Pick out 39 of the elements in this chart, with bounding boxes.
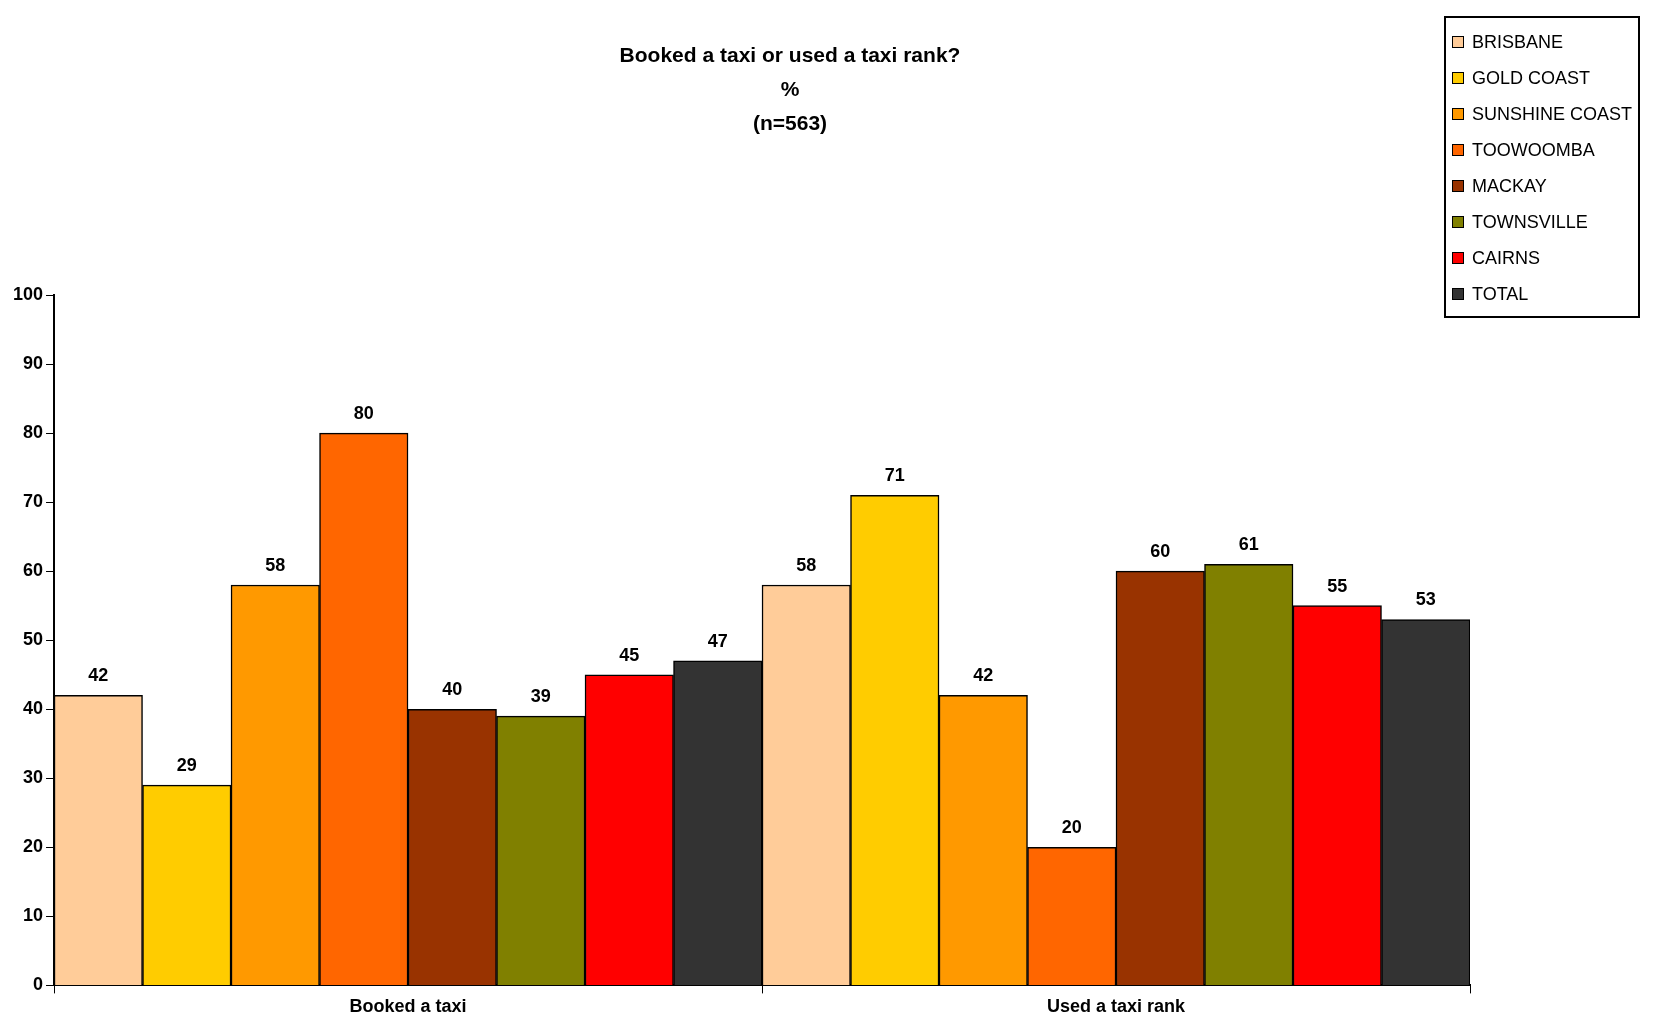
data-label: 53 (1415, 589, 1436, 610)
data-label: 80 (353, 403, 374, 424)
y-tick-label: 30 (23, 767, 44, 788)
data-label: 58 (796, 554, 817, 575)
y-tick-label: 100 (12, 283, 44, 304)
legend-label: SUNSHINE COAST (1471, 103, 1632, 125)
y-tick-label: 60 (23, 560, 44, 581)
legend-label: MACKAY (1471, 175, 1547, 197)
x-tick-label: Booked a taxi (349, 996, 467, 1017)
y-tick-label: 0 (33, 974, 44, 995)
y-tick-label: 90 (23, 353, 44, 374)
data-label: 61 (1238, 534, 1259, 555)
y-tick-label: 80 (23, 422, 44, 443)
y-tick-label: 40 (23, 698, 44, 719)
chart-subtitle: % (n=563) (752, 77, 828, 134)
y-tick-label: 70 (23, 491, 44, 512)
data-label: 42 (973, 665, 994, 686)
data-label: 60 (1150, 541, 1171, 562)
data-label: 40 (442, 679, 463, 700)
legend-label: CAIRNS (1471, 247, 1540, 269)
legend-label: BRISBANE (1471, 31, 1563, 53)
data-label: 55 (1327, 575, 1348, 596)
y-tick-label: 20 (23, 836, 44, 857)
chart-title: Booked a taxi or used a taxi rank? (619, 43, 961, 66)
data-label: 71 (884, 465, 905, 486)
data-label: 47 (707, 630, 728, 651)
y-tick-label: 50 (23, 629, 44, 650)
legend-label: TOWNSVILLE (1471, 211, 1588, 233)
data-label: 45 (619, 644, 640, 665)
data-label: 58 (265, 554, 286, 575)
data-label: 20 (1061, 817, 1082, 838)
legend-label: TOOWOOMBA (1471, 139, 1595, 161)
y-tick-label: 10 (23, 905, 44, 926)
data-label: 42 (88, 665, 109, 686)
legend-label: TOTAL (1471, 283, 1529, 305)
data-label: 29 (176, 755, 197, 776)
data-label: 39 (530, 686, 551, 707)
legend-label: GOLD COAST (1471, 67, 1590, 89)
x-tick-label: Used a taxi rank (1046, 996, 1187, 1017)
